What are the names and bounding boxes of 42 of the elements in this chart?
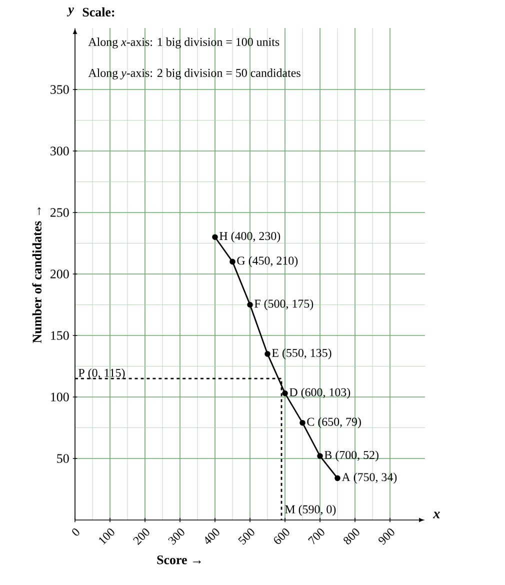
point xyxy=(230,258,236,265)
y-tick-label: 350 xyxy=(50,85,69,94)
x-tick-label: 300 xyxy=(168,528,184,545)
annotation: E (550, 135) xyxy=(272,348,332,360)
annotation: A (750, 34) xyxy=(342,472,397,484)
x-tick-label: 600 xyxy=(274,528,290,544)
point xyxy=(282,390,288,396)
y-tick-label: 150 xyxy=(51,331,69,340)
annotation: G (450, 210) xyxy=(237,256,298,268)
x-tick-label: 700 xyxy=(308,528,324,544)
text: x xyxy=(433,512,440,518)
annotation: Along y-axis: 2 big division = 50 candidates xyxy=(88,68,300,80)
point xyxy=(264,351,270,357)
text: Scale: xyxy=(82,7,114,17)
text: y xyxy=(66,8,74,16)
point xyxy=(334,475,340,482)
y-tick-label: 200 xyxy=(50,270,69,278)
x-axis-title: Score → xyxy=(157,556,201,564)
annotation: C (650, 79) xyxy=(307,417,361,428)
annotation: M (590, 0) xyxy=(285,504,336,516)
x-tick-label: 0 xyxy=(72,528,80,536)
annotation: B (700, 52) xyxy=(324,450,378,462)
x-tick-label: 800 xyxy=(344,528,360,544)
annotation: H (400, 230) xyxy=(220,232,280,243)
x-tick-label: 100 xyxy=(99,528,114,545)
x-tick-label: 900 xyxy=(378,528,394,545)
y-tick-label: 50 xyxy=(57,454,69,463)
x-tick-label: 400 xyxy=(205,528,220,544)
y-tick-label: 250 xyxy=(50,208,69,217)
y-tick-label: 300 xyxy=(50,146,69,156)
y-axis-title: Number of candidates → xyxy=(32,207,42,344)
x-tick-label: 200 xyxy=(133,528,150,546)
annotation: P (0, 115) xyxy=(78,368,125,380)
x-tick-label: 500 xyxy=(238,528,254,545)
annotation: D (600, 103) xyxy=(290,388,350,399)
point xyxy=(212,234,218,240)
y-tick-label: 100 xyxy=(51,392,69,402)
point xyxy=(300,420,306,426)
point xyxy=(317,453,323,459)
point xyxy=(247,302,253,308)
annotation: Along x-axis: 1 big division = 100 units xyxy=(88,38,280,48)
annotation: F (500, 175) xyxy=(254,299,314,310)
